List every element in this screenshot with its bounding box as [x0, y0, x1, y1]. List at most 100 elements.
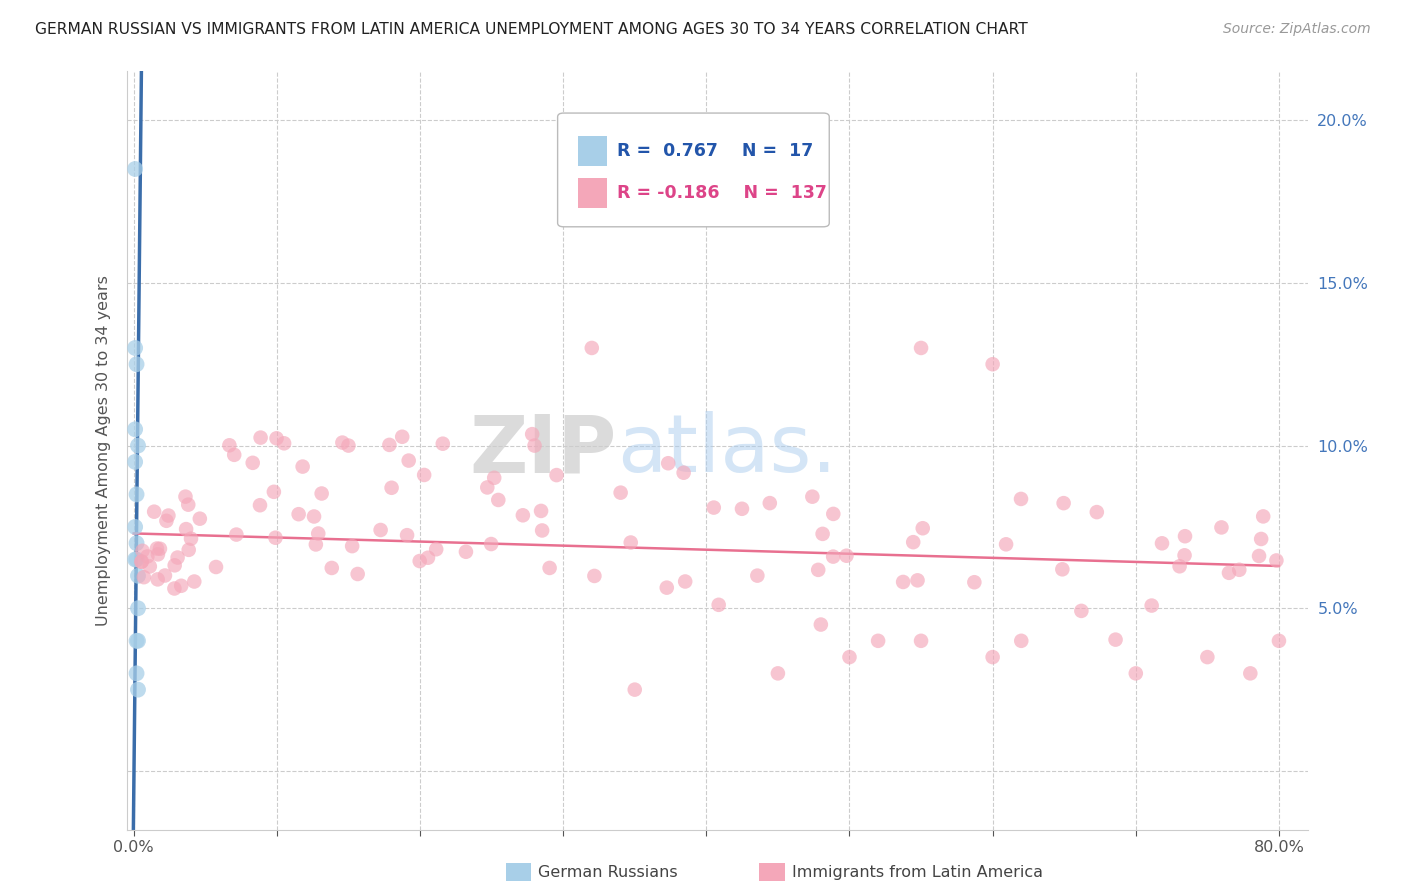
- Point: [811, 527, 834, 541]
- Point: [242, 456, 264, 470]
- Point: [266, 431, 288, 445]
- Point: [868, 633, 890, 648]
- Point: [1125, 666, 1147, 681]
- Point: [131, 555, 153, 569]
- Point: [409, 554, 432, 568]
- Point: [125, 487, 148, 501]
- Point: [823, 549, 845, 564]
- Point: [1140, 599, 1163, 613]
- Point: [835, 549, 858, 563]
- Point: [1104, 632, 1126, 647]
- Point: [1052, 496, 1074, 510]
- Point: [337, 439, 360, 453]
- Point: [305, 537, 328, 551]
- FancyBboxPatch shape: [558, 113, 830, 227]
- Point: [263, 484, 285, 499]
- Point: [205, 560, 228, 574]
- Point: [910, 633, 932, 648]
- Point: [454, 545, 477, 559]
- Point: [903, 535, 925, 549]
- Point: [995, 537, 1018, 551]
- Point: [125, 536, 148, 550]
- Point: [620, 535, 643, 549]
- Point: [981, 357, 1004, 371]
- Point: [623, 682, 645, 697]
- Point: [183, 574, 205, 589]
- Point: [1150, 536, 1173, 550]
- Point: [391, 430, 413, 444]
- Point: [522, 427, 544, 442]
- Point: [157, 508, 180, 523]
- Bar: [578, 178, 607, 208]
- Point: [153, 568, 176, 582]
- Point: [1010, 633, 1032, 648]
- Point: [149, 541, 172, 556]
- Point: [136, 549, 159, 564]
- Point: [583, 569, 606, 583]
- Point: [218, 438, 240, 452]
- Point: [1070, 604, 1092, 618]
- Point: [1174, 529, 1197, 543]
- Point: [907, 574, 929, 588]
- Point: [432, 436, 454, 450]
- Point: [146, 573, 169, 587]
- Point: [127, 439, 149, 453]
- Point: [823, 507, 845, 521]
- Point: [170, 579, 193, 593]
- Point: [132, 570, 155, 584]
- Point: [747, 568, 769, 582]
- Point: [146, 541, 169, 556]
- Point: [124, 161, 146, 176]
- Point: [321, 561, 343, 575]
- Point: [346, 566, 368, 581]
- Text: Immigrants from Latin America: Immigrants from Latin America: [792, 865, 1043, 880]
- Point: [139, 559, 162, 574]
- Point: [425, 542, 447, 557]
- Point: [1197, 650, 1219, 665]
- Point: [531, 524, 554, 538]
- Point: [302, 509, 325, 524]
- Point: [287, 507, 309, 521]
- Text: atlas.: atlas.: [617, 411, 837, 490]
- Point: [512, 508, 534, 523]
- Point: [807, 563, 830, 577]
- Point: [340, 539, 363, 553]
- Point: [581, 341, 603, 355]
- Point: [530, 504, 553, 518]
- Text: German Russians: German Russians: [538, 865, 678, 880]
- Point: [1085, 505, 1108, 519]
- Text: Source: ZipAtlas.com: Source: ZipAtlas.com: [1223, 22, 1371, 37]
- Point: [1211, 520, 1233, 534]
- Point: [127, 633, 149, 648]
- Point: [1218, 566, 1240, 580]
- Point: [125, 633, 148, 648]
- Point: [838, 650, 860, 665]
- Point: [177, 498, 200, 512]
- Point: [291, 459, 314, 474]
- Point: [127, 682, 149, 697]
- Point: [124, 520, 146, 534]
- Point: [538, 561, 561, 575]
- Point: [1251, 509, 1274, 524]
- Point: [311, 486, 333, 500]
- Point: [127, 568, 149, 582]
- Point: [655, 581, 678, 595]
- Point: [249, 498, 271, 512]
- Point: [759, 496, 782, 510]
- Point: [124, 341, 146, 355]
- Point: [146, 547, 169, 561]
- Point: [124, 422, 146, 436]
- Point: [273, 436, 295, 450]
- Point: [413, 467, 436, 482]
- Point: [188, 511, 211, 525]
- Point: [657, 456, 679, 470]
- Text: R = -0.186    N =  137: R = -0.186 N = 137: [617, 184, 827, 202]
- Point: [1265, 553, 1288, 567]
- Point: [396, 528, 419, 542]
- Point: [482, 471, 505, 485]
- Point: [125, 666, 148, 681]
- Point: [381, 481, 404, 495]
- Point: [486, 492, 509, 507]
- Point: [177, 542, 200, 557]
- Point: [703, 500, 725, 515]
